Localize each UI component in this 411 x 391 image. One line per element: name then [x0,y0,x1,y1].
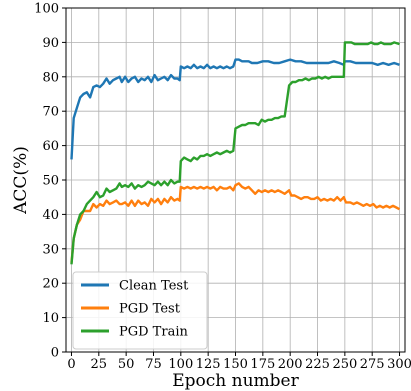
x-tick-label: 25 [91,357,108,372]
legend: Clean Test PGD Test PGD Train [72,271,208,350]
x-tick-label: 125 [196,357,221,372]
series-group [70,41,401,265]
y-tick-label: 0 [51,346,59,361]
y-tick-label: 80 [42,70,59,85]
legend-label: Clean Test [119,279,189,294]
series-line-clean-test [70,58,400,160]
y-tick-label: 70 [42,105,59,120]
y-tick-label: 100 [34,2,59,17]
y-tick-label: 90 [42,36,59,51]
y-axis-label: ACC(%) [11,146,31,215]
x-tick-label: 100 [168,357,193,372]
x-tick-label: 275 [360,357,385,372]
y-tick-label: 10 [42,311,59,326]
y-tick-label: 50 [42,174,59,189]
y-tick-label: 30 [42,242,59,257]
x-tick-label: 300 [387,357,411,372]
tick-labels-group: 0 25 50 75 100 125 150 175 200 225 250 275 300010203… [34,2,411,373]
y-tick-label: 40 [42,208,59,223]
x-tick-label: 225 [305,357,330,372]
x-tick-label: 250 [332,357,357,372]
ticks-group [62,7,401,356]
x-tick-label: 150 [223,357,248,372]
x-tick-label: 50 [118,357,135,372]
x-tick-label: 75 [145,357,162,372]
x-axis-label: Epoch number [172,371,299,391]
x-tick-label: 200 [278,357,303,372]
series-line-pgd-test [70,182,401,263]
legend-label: PGD Test [119,302,181,317]
y-tick-label: 60 [42,139,59,154]
x-tick-label: 0 [67,357,75,372]
y-tick-label: 20 [42,277,59,292]
series-line-pgd-train [70,41,400,265]
x-tick-label: 175 [250,357,275,372]
legend-label: PGD Train [119,325,188,340]
